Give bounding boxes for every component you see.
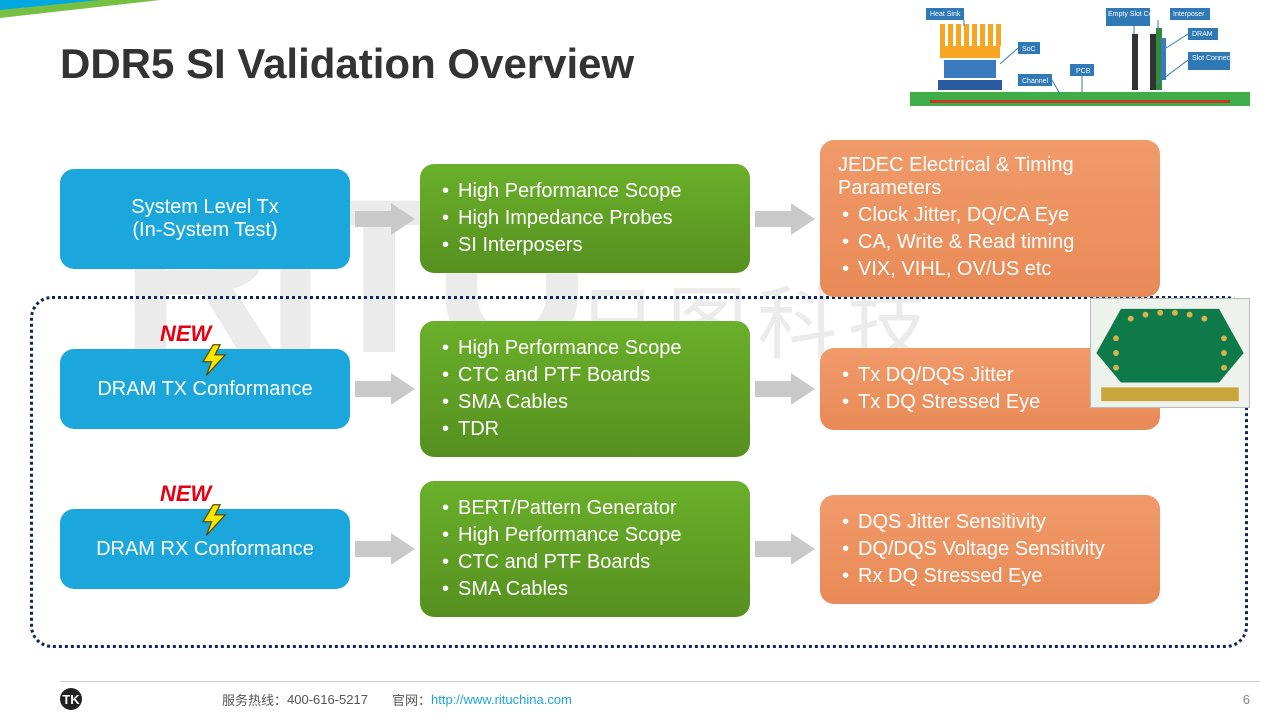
flow-row: System Level Tx(In-System Test) High Perf… (60, 140, 1250, 297)
svg-text:Empty Slot Connector: Empty Slot Connector (1108, 11, 1177, 18)
stage-orange: DQS Jitter SensitivityDQ/DQS Voltage Sen… (820, 495, 1160, 604)
orange-item: Clock Jitter, DQ/CA Eye (838, 202, 1142, 229)
svg-text:Slot Connector: Slot Connector (1192, 55, 1239, 62)
flow-row: NEWDRAM RX Conformance BERT/Pattern Gener… (60, 481, 1250, 617)
green-item: High Impedance Probes (438, 205, 732, 232)
blue-line1: System Level Tx (78, 196, 332, 219)
blue-line2: (In-System Test) (78, 219, 332, 242)
page-number: 6 (1243, 692, 1250, 707)
arrow-icon (350, 533, 420, 565)
green-item: SMA Cables (438, 576, 732, 603)
site-url: http://www.rituchina.com (431, 692, 572, 707)
orange-header: JEDEC Electrical & Timing Parameters (838, 154, 1142, 200)
orange-item: VIX, VIHL, OV/US etc (838, 256, 1142, 283)
svg-text:PCB: PCB (1076, 68, 1091, 75)
arrow-icon (350, 203, 420, 235)
green-item: High Performance Scope (438, 178, 732, 205)
svg-text:Channel: Channel (1022, 78, 1049, 85)
orange-item: DQ/DQS Voltage Sensitivity (838, 536, 1142, 563)
hotline-label: 服务热线： (222, 690, 287, 709)
svg-text:SoC: SoC (1022, 46, 1036, 53)
green-item: CTC and PTF Boards (438, 549, 732, 576)
flow-content: System Level Tx(In-System Test) High Perf… (60, 140, 1250, 641)
stage-blue: NEWDRAM RX Conformance (60, 509, 350, 589)
logo-icon: TK (60, 688, 82, 710)
orange-item: DQS Jitter Sensitivity (838, 509, 1142, 536)
orange-item: Rx DQ Stressed Eye (838, 563, 1142, 590)
stage-blue: NEWDRAM TX Conformance (60, 349, 350, 429)
test-board-photo (1090, 298, 1250, 408)
green-item: High Performance Scope (438, 522, 732, 549)
arrow-icon (750, 203, 820, 235)
pcb-stack-diagram: Heat Sink SoC Channel PCB Empty Slot Con… (910, 4, 1250, 114)
slide-title: DDR5 SI Validation Overview (60, 40, 634, 88)
stage-green: BERT/Pattern GeneratorHigh Performance S… (420, 481, 750, 617)
green-item: BERT/Pattern Generator (438, 495, 732, 522)
flow-row: NEWDRAM TX Conformance High Performance S… (60, 321, 1250, 457)
green-item: SI Interposers (438, 232, 732, 259)
arrow-icon (750, 373, 820, 405)
bolt-icon (198, 343, 232, 383)
hotline: 400-616-5217 (287, 692, 368, 707)
arrow-icon (750, 533, 820, 565)
orange-item: CA, Write & Read timing (838, 229, 1142, 256)
svg-text:Heat Sink: Heat Sink (930, 11, 961, 18)
green-item: CTC and PTF Boards (438, 362, 732, 389)
stage-green: High Performance ScopeHigh Impedance Pro… (420, 164, 750, 273)
site-label: 官网： (392, 690, 431, 709)
svg-text:Interposer: Interposer (1173, 11, 1205, 18)
green-item: TDR (438, 416, 732, 443)
green-item: SMA Cables (438, 389, 732, 416)
stage-orange: JEDEC Electrical & Timing ParametersCloc… (820, 140, 1160, 297)
stage-blue: System Level Tx(In-System Test) (60, 169, 350, 269)
green-item: High Performance Scope (438, 335, 732, 362)
arrow-icon (350, 373, 420, 405)
footer: TK 服务热线： 400-616-5217 官网： http://www.rit… (60, 681, 1260, 710)
stage-green: High Performance ScopeCTC and PTF Boards… (420, 321, 750, 457)
bolt-icon (198, 503, 232, 543)
svg-text:DRAM: DRAM (1192, 31, 1213, 38)
